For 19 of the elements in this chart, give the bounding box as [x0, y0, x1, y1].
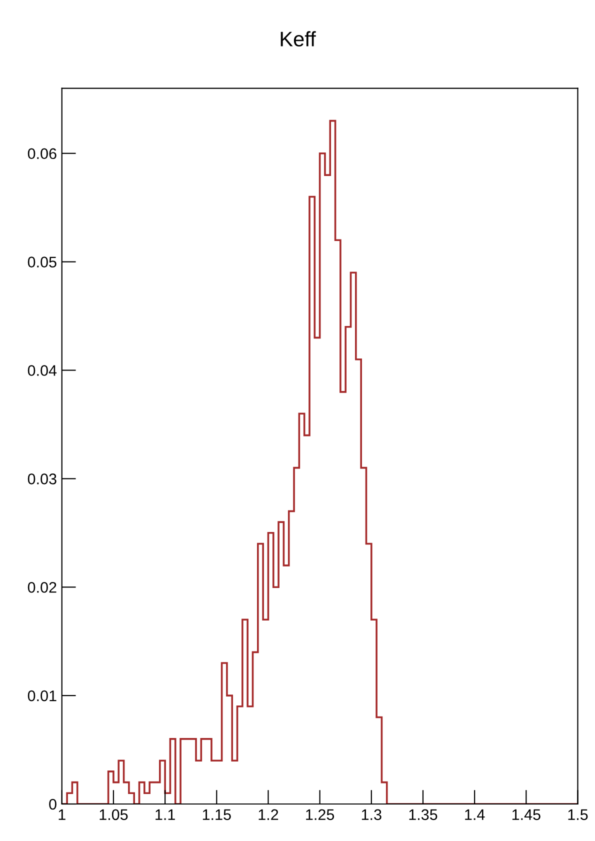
y-tick-label: 0.06	[28, 148, 56, 160]
x-tick-label: 1.2	[258, 809, 278, 820]
x-tick-label: 1.5	[568, 809, 588, 820]
x-tick-label: 1.35	[409, 809, 438, 820]
y-tick-label: 0.01	[28, 690, 56, 702]
x-tick-label: 1	[58, 809, 66, 820]
chart-title: Keff	[280, 31, 316, 46]
x-tick-label: 1.25	[306, 809, 334, 820]
x-tick-label: 1.3	[362, 809, 382, 820]
x-tick-label: 1.4	[465, 809, 485, 820]
y-tick-label: 0.02	[28, 582, 56, 593]
y-tick-label: 0.05	[28, 256, 56, 268]
y-tick-label: 0	[49, 798, 56, 810]
x-tick-label: 1.15	[202, 809, 231, 820]
y-tick-label: 0.03	[28, 474, 56, 484]
x-tick-label: 1.45	[512, 809, 540, 820]
x-tick-label: 1.05	[100, 809, 128, 820]
x-tick-label: 1.1	[156, 809, 175, 820]
y-tick-label: 0.04	[28, 365, 57, 376]
